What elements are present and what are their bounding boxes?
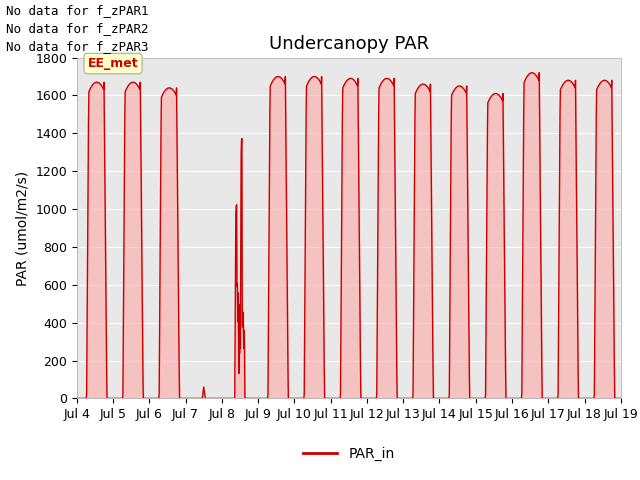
Y-axis label: PAR (umol/m2/s): PAR (umol/m2/s) — [15, 170, 29, 286]
Text: No data for f_zPAR1: No data for f_zPAR1 — [6, 4, 149, 17]
Text: EE_met: EE_met — [88, 57, 138, 70]
Legend: PAR_in: PAR_in — [297, 441, 401, 467]
Text: No data for f_zPAR2: No data for f_zPAR2 — [6, 22, 149, 35]
Text: No data for f_zPAR3: No data for f_zPAR3 — [6, 40, 149, 53]
Title: Undercanopy PAR: Undercanopy PAR — [269, 35, 429, 53]
